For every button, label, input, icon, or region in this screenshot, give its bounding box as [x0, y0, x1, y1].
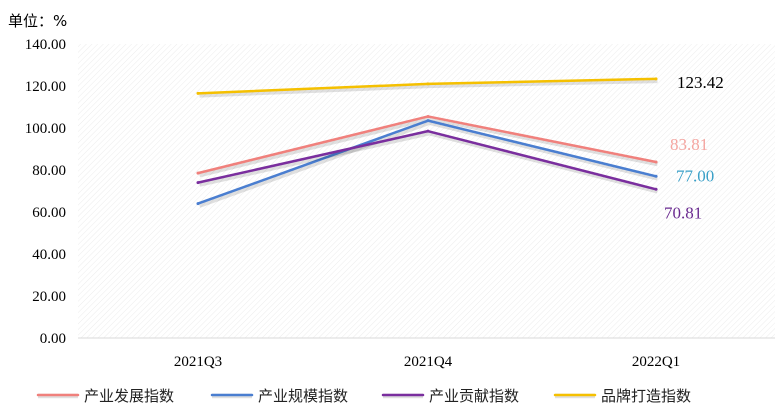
legend: 产业发展指数 产业规模指数 产业贡献指数 品牌打造指数: [36, 387, 691, 405]
series-line-shadow: [199, 78, 658, 98]
unit-label: 单位：%: [8, 12, 67, 30]
data-point: [654, 174, 658, 178]
data-label: 83.81: [670, 135, 708, 154]
data-label: 123.42: [677, 73, 724, 92]
legend-label: 产业规模指数: [258, 387, 348, 405]
data-point: [426, 114, 430, 118]
data-label: 70.81: [664, 203, 702, 222]
plot-area: [78, 44, 775, 338]
data-point: [654, 187, 658, 191]
y-axis: 0.00 20.00 40.00 60.00 80.00 100.00 120.00 140.…: [25, 37, 66, 347]
legend-label: 品牌打造指数: [601, 387, 691, 405]
y-tick-label: 120.00: [25, 79, 66, 95]
y-tick-label: 60.00: [32, 205, 66, 221]
data-labels: 83.81 77.00 70.81 123.42: [664, 73, 724, 222]
series-group: [196, 77, 659, 208]
data-point: [426, 129, 430, 133]
series-line-shadow: [199, 130, 659, 194]
y-tick-label: 40.00: [32, 247, 66, 263]
legend-label: 产业发展指数: [84, 387, 174, 405]
x-tick-label: 2022Q1: [632, 354, 680, 370]
y-tick-label: 140.00: [25, 37, 66, 53]
x-tick-label: 2021Q4: [404, 354, 453, 370]
data-point: [654, 160, 658, 164]
y-tick-label: 100.00: [25, 121, 66, 137]
data-point: [196, 91, 200, 95]
data-point: [196, 181, 200, 185]
y-tick-label: 80.00: [32, 163, 66, 179]
data-point: [196, 202, 200, 206]
legend-label: 产业贡献指数: [429, 387, 519, 405]
data-point: [654, 77, 658, 81]
data-point: [196, 171, 200, 175]
series-line-shadow: [198, 120, 659, 208]
x-axis: 2021Q3 2021Q4 2022Q1: [174, 354, 680, 370]
x-tick-label: 2021Q3: [174, 354, 222, 370]
series-line-shadow: [198, 116, 658, 178]
data-point: [426, 82, 430, 86]
y-tick-label: 20.00: [32, 289, 66, 305]
data-label: 77.00: [676, 166, 714, 185]
data-point: [426, 119, 430, 123]
y-tick-label: 0.00: [40, 331, 66, 347]
